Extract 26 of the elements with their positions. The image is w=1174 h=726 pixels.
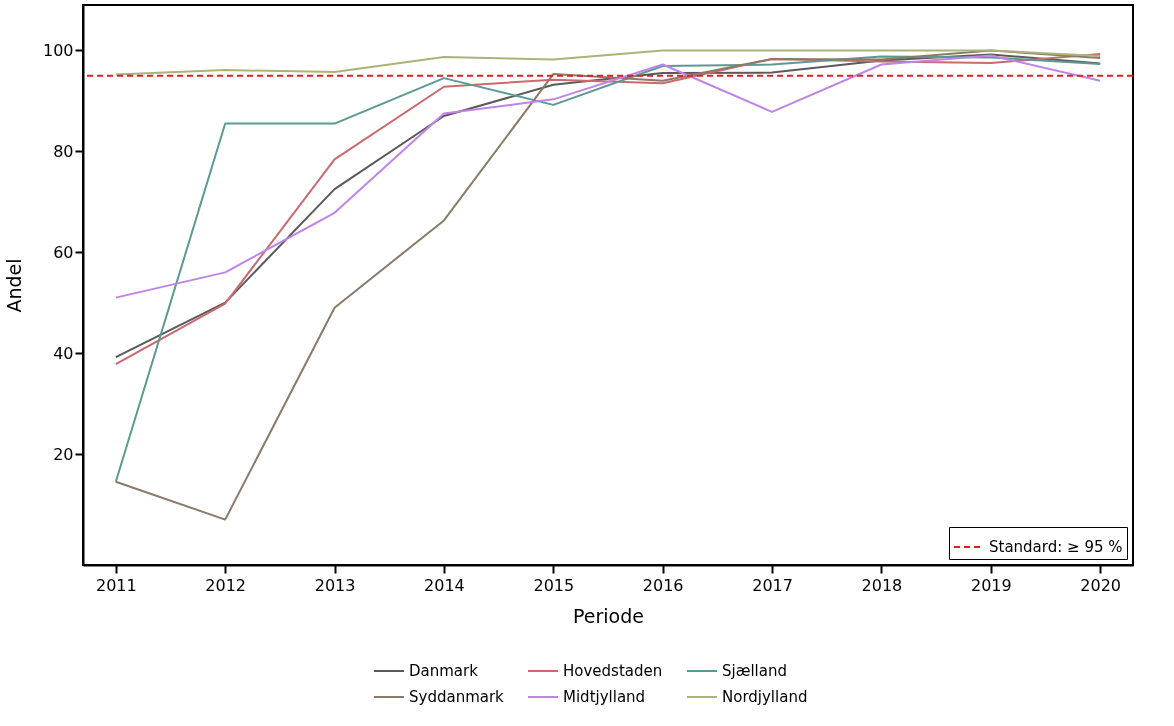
x-tick-label: 2014 — [424, 575, 465, 595]
x-tick-label: 2013 — [314, 575, 356, 595]
y-axis-title: Andel — [2, 258, 25, 313]
legend-label: Syddanmark — [409, 688, 505, 706]
y-tick-label: 20 — [53, 444, 74, 464]
x-tick-label: 2012 — [205, 575, 247, 595]
legend-label: Hovedstaden — [563, 662, 663, 680]
x-axis-title: Periode — [573, 604, 644, 627]
y-tick-label: 80 — [53, 141, 74, 161]
legend-label: Standard: ≥ 95 % — [989, 538, 1123, 556]
x-tick-label: 2018 — [861, 575, 903, 595]
x-tick-label: 2015 — [533, 575, 575, 595]
legend-label: Danmark — [409, 662, 479, 680]
line-series — [114, 54, 1102, 299]
x-tick-label: 2016 — [642, 575, 684, 595]
y-tick-label: 40 — [53, 343, 74, 363]
x-tick-label: 2020 — [1080, 575, 1122, 595]
x-tick-label: 2011 — [95, 575, 137, 595]
y-tick-label: 100 — [42, 40, 74, 60]
y-tick-label: 60 — [53, 242, 74, 262]
x-tick-label: 2019 — [970, 575, 1012, 595]
legend-label: Midtjylland — [563, 688, 646, 706]
legend-label: Sjælland — [722, 662, 787, 680]
legend-label: Nordjylland — [722, 688, 808, 706]
line-series — [114, 49, 1102, 76]
x-tick-label: 2017 — [752, 575, 793, 595]
